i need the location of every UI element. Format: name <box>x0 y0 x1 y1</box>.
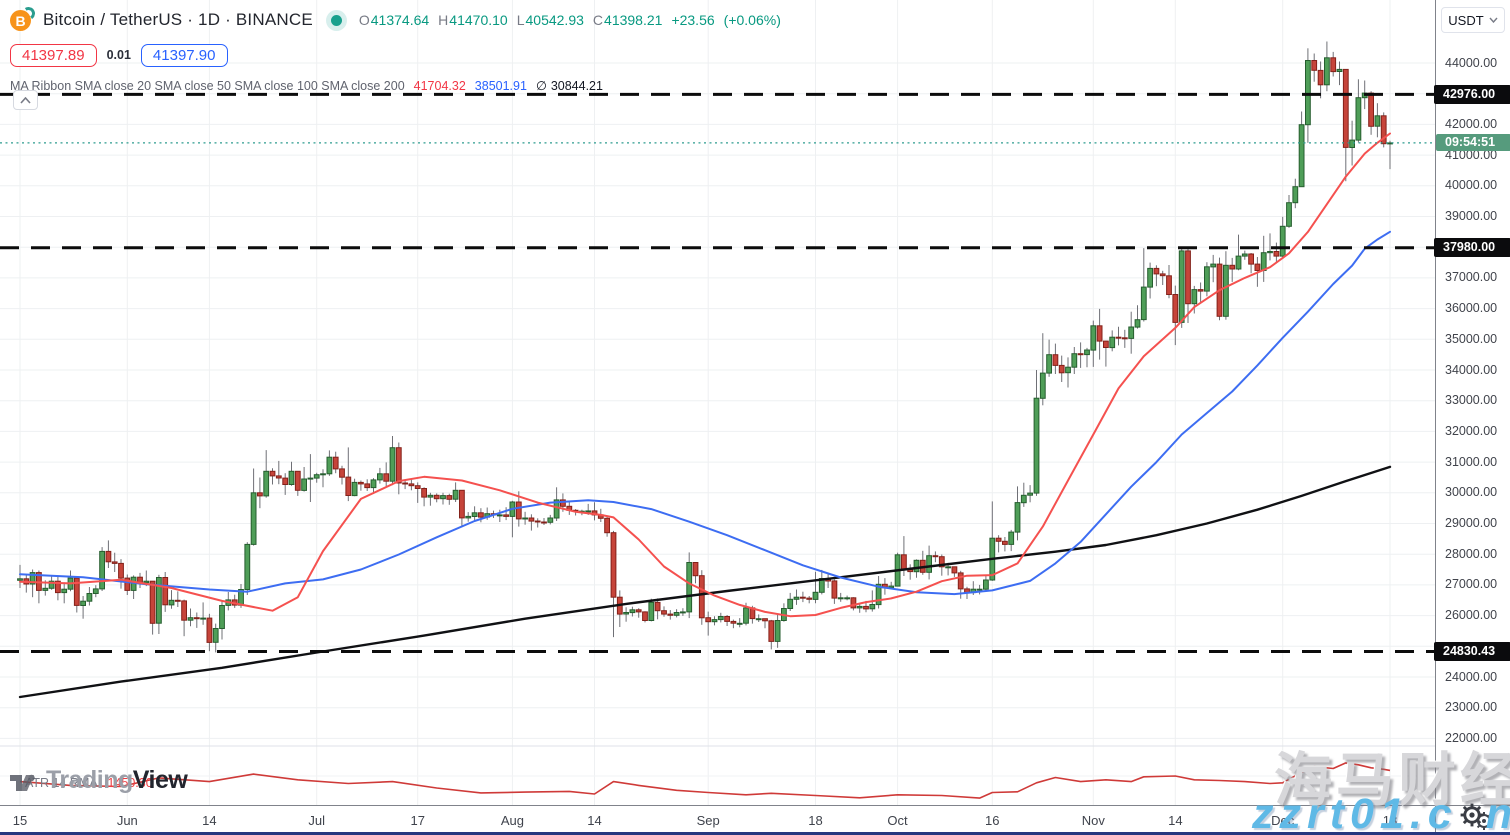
high-label: H <box>438 12 449 28</box>
time-tick-label: 18 <box>1382 813 1398 828</box>
price-tick-label: 29000.00 <box>1445 516 1498 530</box>
symbol-row: B Bitcoin / TetherUS · 1D · BINANCE O 41… <box>10 5 790 34</box>
symbol-title[interactable]: Bitcoin / TetherUS · 1D · BINANCE <box>43 10 313 29</box>
watermark-domain: zzrt01.c n <box>1252 790 1510 835</box>
watermark-domain-post: n <box>1486 790 1510 835</box>
time-tick-label: 14 <box>202 813 217 828</box>
sma-200-line <box>18 465 1392 699</box>
price-level-lines[interactable] <box>0 92 1435 653</box>
price-tick-label: 37000.00 <box>1445 270 1498 285</box>
logo-text-view: View <box>132 766 188 794</box>
tradingview-logo[interactable]: Trading View <box>10 766 188 795</box>
bid-ask-row: 41397.89 0.01 41397.90 <box>10 42 790 68</box>
price-tick-label: 42000.00 <box>1445 116 1498 131</box>
price-level-badge: 37980.00 <box>1434 238 1510 258</box>
low-value: 40542.93 <box>525 12 584 28</box>
price-tick-label: 35000.00 <box>1445 331 1498 346</box>
time-tick-label: Sep <box>696 813 720 828</box>
atr-line <box>19 762 1391 799</box>
logo-text-trading: Trading <box>46 766 133 794</box>
buy-price-button[interactable]: 41397.90 <box>140 43 228 67</box>
price-tick-label: 22000.00 <box>1445 730 1498 745</box>
change-percent: (+0.06%) <box>723 12 781 28</box>
change-value: +23.56 <box>671 12 715 28</box>
time-tick-label: 16 <box>985 813 1000 828</box>
chart-legend: B Bitcoin / TetherUS · 1D · BINANCE O 41… <box>10 5 790 94</box>
spread-value: 0.01 <box>106 48 131 62</box>
chevron-down-icon <box>1489 17 1498 23</box>
watermark-cjk: 海马财经 <box>1273 748 1510 813</box>
price-level-badge: 24830.43 <box>1434 642 1510 661</box>
bitcoin-coin-glyph: B <box>10 10 31 31</box>
price-tick-label: 28000.00 <box>1445 546 1498 561</box>
time-tick-label: 14 <box>587 813 602 828</box>
time-tick-label: Jun <box>116 813 138 828</box>
time-tick-label: 14 <box>1168 813 1183 828</box>
open-value: 41374.64 <box>370 12 430 28</box>
price-tick-label: 33000.00 <box>1445 393 1498 408</box>
atr-label: ATR 14 RMA <box>25 776 98 790</box>
currency-label: USDT <box>1448 12 1484 28</box>
sma20-value: 41704.32 <box>413 78 466 93</box>
time-tick-label: Jul <box>308 813 326 828</box>
candle-countdown-badge: 09:54:51 <box>1436 134 1510 152</box>
ma-ribbon-label: MA Ribbon SMA close 20 SMA close 50 SMA … <box>10 78 405 93</box>
price-level-badge: 42976.00 <box>1434 84 1510 104</box>
price-tick-label: 44000.00 <box>1445 55 1498 70</box>
price-tick-label: 36000.00 <box>1445 301 1498 316</box>
price-tick-label: 26000.00 <box>1445 608 1498 623</box>
bottom-edge-strip <box>0 832 1510 835</box>
price-tick-label: 39000.00 <box>1445 209 1498 223</box>
tradingview-mark-icon <box>10 774 35 791</box>
time-tick-label: 15 <box>12 813 28 828</box>
price-axis[interactable]: 44000.00 42000.00 41000.00 40000.00 39000.00… <box>1434 0 1510 805</box>
price-tick-label: 27000.00 <box>1445 577 1498 592</box>
sma200-value: 30844.21 <box>550 78 603 93</box>
grid-lines <box>0 0 1435 805</box>
chevron-up-icon <box>20 96 31 104</box>
time-tick-label: Nov <box>1081 813 1105 828</box>
ohlc-values: O 41374.64 H 41470.10 L 40542.93 C 41398… <box>359 12 790 28</box>
open-label: O <box>358 12 370 28</box>
collapse-legend-button[interactable] <box>13 90 38 110</box>
candlestick-series <box>17 41 1393 653</box>
price-tick-label: 40000.00 <box>1445 178 1498 193</box>
sma-20-line <box>19 132 1391 618</box>
sma50-value: 38501.91 <box>474 78 527 93</box>
watermark-domain-pre: zzrt01.c <box>1251 790 1458 835</box>
low-label: L <box>516 12 525 28</box>
time-tick-label: 18 <box>808 813 823 828</box>
watermark-gear-icon <box>1460 803 1484 826</box>
price-tick-label: 31000.00 <box>1445 454 1498 469</box>
price-tick-label: 32000.00 <box>1445 423 1498 438</box>
close-value: 41398.21 <box>604 12 663 28</box>
sell-price-button[interactable]: 41397.89 <box>10 43 97 67</box>
atr-indicator-label[interactable]: ATR 14 RMA 1450.30 <box>25 776 153 790</box>
price-tick-label: 34000.00 <box>1445 362 1498 377</box>
price-tick-label: 41000.00 <box>1445 147 1498 162</box>
bitcoin-icon: B <box>10 5 37 32</box>
sma-50-line <box>19 230 1391 596</box>
time-tick-label: Aug <box>500 813 524 828</box>
atr-value: 1450.30 <box>107 776 153 790</box>
time-tick-label: 17 <box>410 813 425 828</box>
price-tick-label: 23000.00 <box>1445 700 1498 715</box>
price-tick-label: 24000.00 <box>1445 669 1498 684</box>
high-value: 41470.10 <box>449 12 508 28</box>
avg-symbol: ∅ <box>535 79 547 93</box>
time-tick-label: Oct <box>887 813 908 828</box>
market-status-dot-icon[interactable] <box>330 14 342 26</box>
price-chart-canvas[interactable] <box>0 0 1435 805</box>
time-axis[interactable]: 15 Jun 14 Jul 17 Aug 14 Sep 18 Oct 16 Nov 14 Dec 18 <box>0 805 1435 835</box>
price-tick-label: 30000.00 <box>1445 485 1498 500</box>
currency-selector-button[interactable]: USDT <box>1441 7 1505 33</box>
close-label: C <box>592 12 604 28</box>
ma-ribbon-row[interactable]: MA Ribbon SMA close 20 SMA close 50 SMA … <box>10 78 790 94</box>
time-tick-label: Dec <box>1271 813 1295 828</box>
